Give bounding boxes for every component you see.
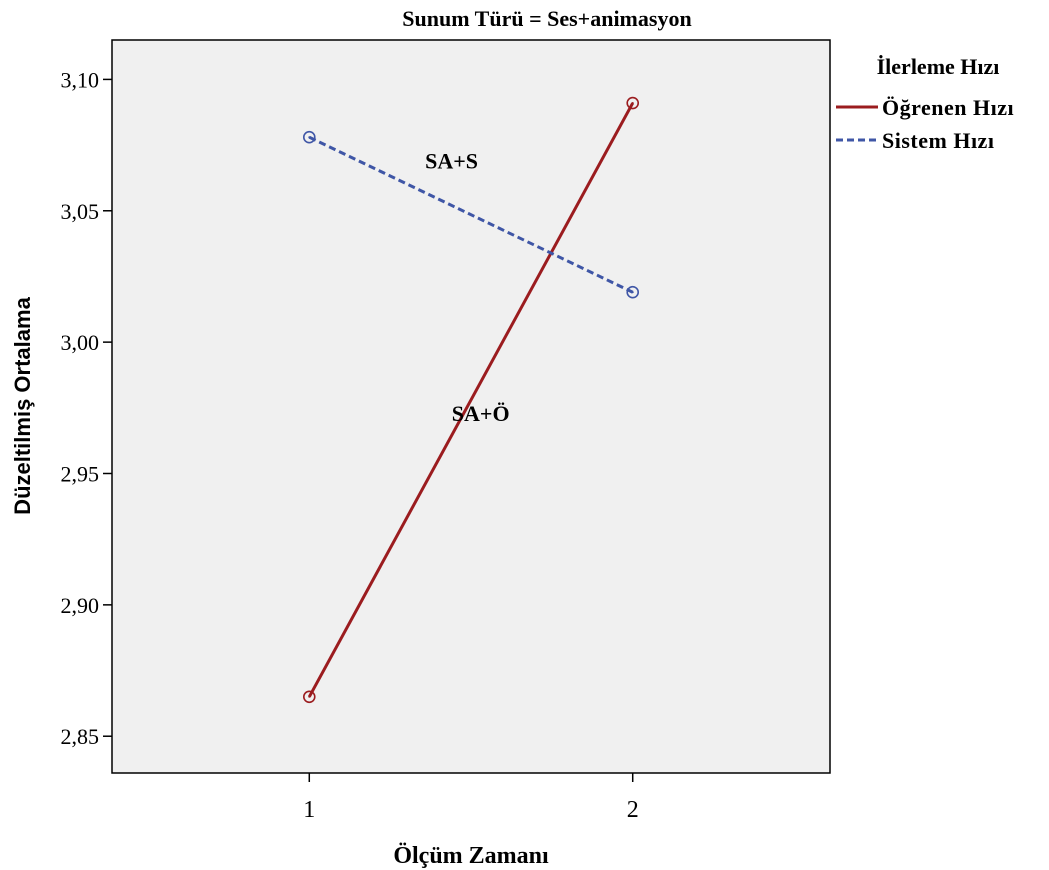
legend-items: Öğrenen Hızı Sistem Hızı: [836, 95, 1014, 153]
series-point-center: [631, 291, 634, 294]
series-annotation: SA+S: [425, 149, 478, 174]
series-point: [626, 96, 640, 110]
plot-area: [111, 39, 831, 774]
series-point-center: [308, 136, 311, 139]
series-point: [302, 130, 316, 144]
series-point: [302, 690, 316, 704]
annotation-layer: SA+Ö SA+S: [425, 149, 509, 426]
series-layer: [302, 96, 640, 704]
legend: İlerleme Hızı Öğrenen Hızı Sistem Hızı: [836, 54, 1014, 153]
x-axis-label: Ölçüm Zamanı: [393, 843, 549, 869]
legend-title: İlerleme Hızı: [877, 54, 1000, 79]
y-tick-label: 3,00: [61, 330, 100, 355]
series-line-2: [308, 135, 634, 294]
x-tick-label: 2: [627, 797, 639, 823]
y-tick-label: 2,85: [61, 724, 100, 749]
series-point-center: [631, 102, 634, 105]
y-tick-label: 2,95: [61, 461, 100, 486]
chart-title: Sunum Türü = Ses+animasyon: [402, 6, 691, 31]
y-tick-label: 3,10: [61, 67, 100, 92]
series-point-center: [308, 695, 311, 698]
series-annotation: SA+Ö: [452, 401, 510, 426]
legend-label: Sistem Hızı: [882, 128, 994, 153]
series-line-1: [307, 102, 635, 698]
y-tick-label: 3,05: [61, 199, 100, 224]
y-tick-label: 2,90: [61, 593, 100, 618]
series-point: [626, 285, 640, 299]
y-axis-label: Düzeltilmiş Ortalama: [10, 296, 35, 514]
x-tick-label: 1: [303, 797, 315, 823]
legend-label: Öğrenen Hızı: [882, 95, 1014, 120]
y-axis: 2,85 2,90 2,95 3,00 3,05 3,10: [61, 67, 112, 749]
